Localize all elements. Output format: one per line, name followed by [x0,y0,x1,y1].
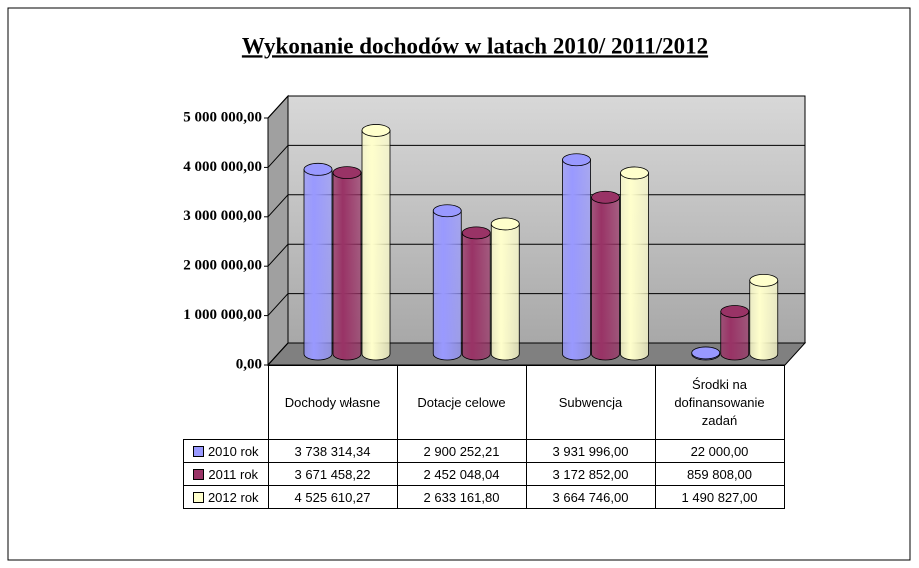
bar [303,168,333,361]
bar-cap [620,166,649,180]
value-label: 2 452 048,04 [396,462,527,486]
bar-cap [591,190,620,204]
bar [591,196,620,361]
legend-swatch [193,468,205,480]
bar-cap [691,346,721,360]
grid-line [267,342,289,366]
value-label: 3 664 746,00 [525,485,656,509]
value-label: 3 671 458,22 [267,462,398,486]
legend-label: 2012 rok [207,489,259,505]
bar-cap [490,217,520,231]
legend-label: 2010 rok [207,443,259,459]
y-tick-label: 0,00 [236,356,262,372]
legend-entry: 2010 rok [183,439,269,463]
value-label: 859 808,00 [654,462,785,486]
series-row: 2010 rok 3 738 314,34 2 900 252,21 3 931 99… [183,439,785,463]
value-label: 22 000,00 [654,439,785,463]
legend-entry: 2012 rok [183,485,269,509]
category-label: Dotacje celowe [396,365,527,440]
y-tick-label: 1 000 000,00 [183,307,262,323]
frame [7,7,911,561]
value-label: 1 490 827,00 [654,485,785,509]
grid-line [267,194,289,218]
value-label: 4 525 610,27 [267,485,398,509]
bar [361,130,391,361]
corner [184,366,269,440]
y-tick-label: 3 000 000,00 [183,208,262,224]
bar-cap [720,305,750,318]
legend-swatch [192,491,204,503]
y-tick-label: 5 000 000,00 [183,109,262,125]
bar-cap [432,204,462,218]
value-label: 3 931 996,00 [525,439,656,463]
series-row: 2012 rok 4 525 610,27 2 633 161,80 3 664 74… [183,485,785,509]
side-wall [267,94,289,367]
chart-title: Wykonanie dochodów w latach 2010/ 2011/2… [242,33,708,58]
category-label: Subwencja [525,365,656,440]
bar [332,172,362,361]
value-label: 3 172 852,00 [525,462,656,486]
category-label: Środki na dofinansowanie zadań [654,365,785,440]
data-table: Dochody własne Dotacje celowe Subwencja Śro… [183,365,785,509]
y-tick-label: 2 000 000,00 [183,258,262,274]
bar [562,159,591,361]
category-label: Dochody własne [267,365,398,440]
bar [432,210,462,361]
legend-label: 2011 rok [208,466,259,482]
grid-line [267,145,289,168]
bar [461,232,491,361]
bar [749,279,779,361]
bar-cap [461,226,491,240]
bar-cap [332,166,362,180]
bar [720,311,750,361]
grid-line [267,243,289,267]
bar-cap [303,162,333,176]
legend-swatch [192,445,204,457]
y-tick-label: 4 000 000,00 [183,159,262,175]
bar-cap [562,153,591,167]
bar [620,172,649,361]
value-label: 2 900 252,21 [396,439,527,463]
grid-line [267,95,289,119]
value-label: 2 633 161,80 [396,485,527,509]
bar [490,223,520,361]
header-row: Dochody własne Dotacje celowe Subwencja Śro… [184,365,785,440]
legend-entry: 2011 rok [183,462,269,486]
value-label: 3 738 314,34 [267,439,398,463]
grid-line [267,293,289,316]
series-row: 2011 rok 3 671 458,22 2 452 048,04 3 172 85… [183,462,785,486]
bar-cap [749,273,779,287]
bar-cap [361,124,391,137]
